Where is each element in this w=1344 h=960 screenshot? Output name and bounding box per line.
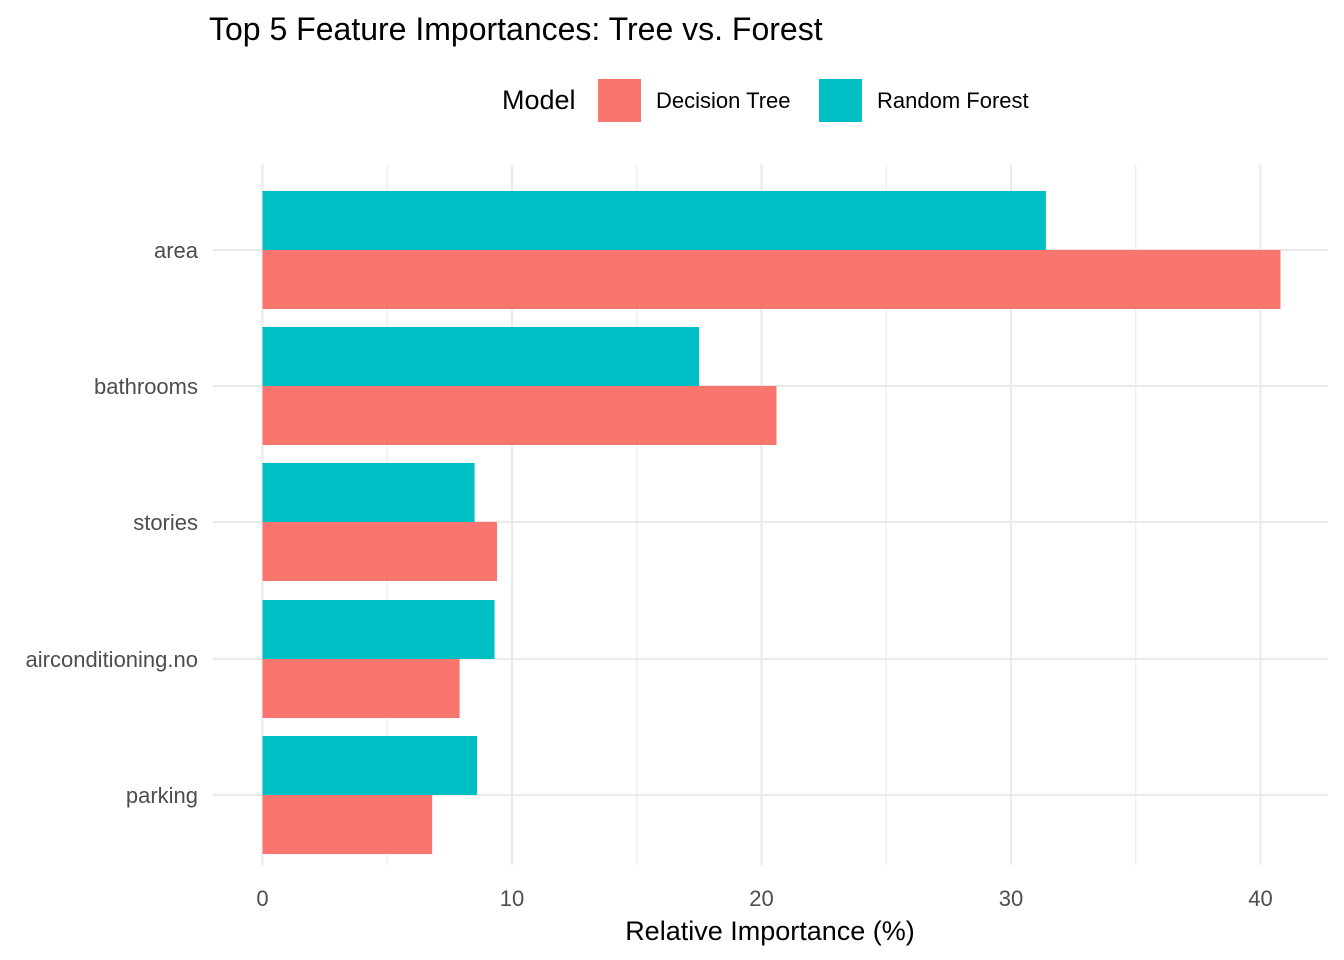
bar-random-forest-stories [262, 463, 475, 522]
y-tick-label: bathrooms [94, 374, 198, 399]
y-tick-label: stories [133, 510, 198, 535]
bar-decision-tree-airconditioning-no [262, 659, 460, 718]
y-tick-label: parking [126, 783, 198, 808]
y-tick-label: airconditioning.no [26, 647, 198, 672]
bar-random-forest-bathrooms [262, 327, 700, 386]
y-axis: area bathrooms stories airconditioning.no pa… [26, 238, 199, 808]
legend-title: Model [502, 85, 576, 115]
bar-decision-tree-bathrooms [262, 386, 777, 445]
bar-random-forest-parking [262, 736, 478, 795]
y-tick-label: area [154, 238, 199, 263]
bar-decision-tree-parking [262, 795, 433, 854]
x-tick-label: 10 [500, 886, 524, 911]
legend-key-decision-tree [598, 79, 641, 122]
legend-label-random-forest: Random Forest [877, 88, 1029, 113]
x-tick-label: 0 [256, 886, 268, 911]
chart-title: Top 5 Feature Importances: Tree vs. Fore… [209, 11, 823, 47]
x-axis: 0 10 20 30 40 [256, 886, 1272, 911]
bars [262, 191, 1281, 854]
bar-random-forest-area [262, 191, 1046, 250]
x-tick-label: 30 [999, 886, 1023, 911]
x-tick-label: 20 [749, 886, 773, 911]
bar-decision-tree-area [262, 250, 1281, 309]
legend-label-decision-tree: Decision Tree [656, 88, 791, 113]
bar-random-forest-airconditioning-no [262, 600, 495, 659]
x-tick-label: 40 [1248, 886, 1272, 911]
x-axis-title: Relative Importance (%) [625, 916, 915, 946]
bar-decision-tree-stories [262, 522, 498, 581]
legend-key-random-forest [819, 79, 862, 122]
legend: Model Decision Tree Random Forest [502, 79, 1029, 122]
